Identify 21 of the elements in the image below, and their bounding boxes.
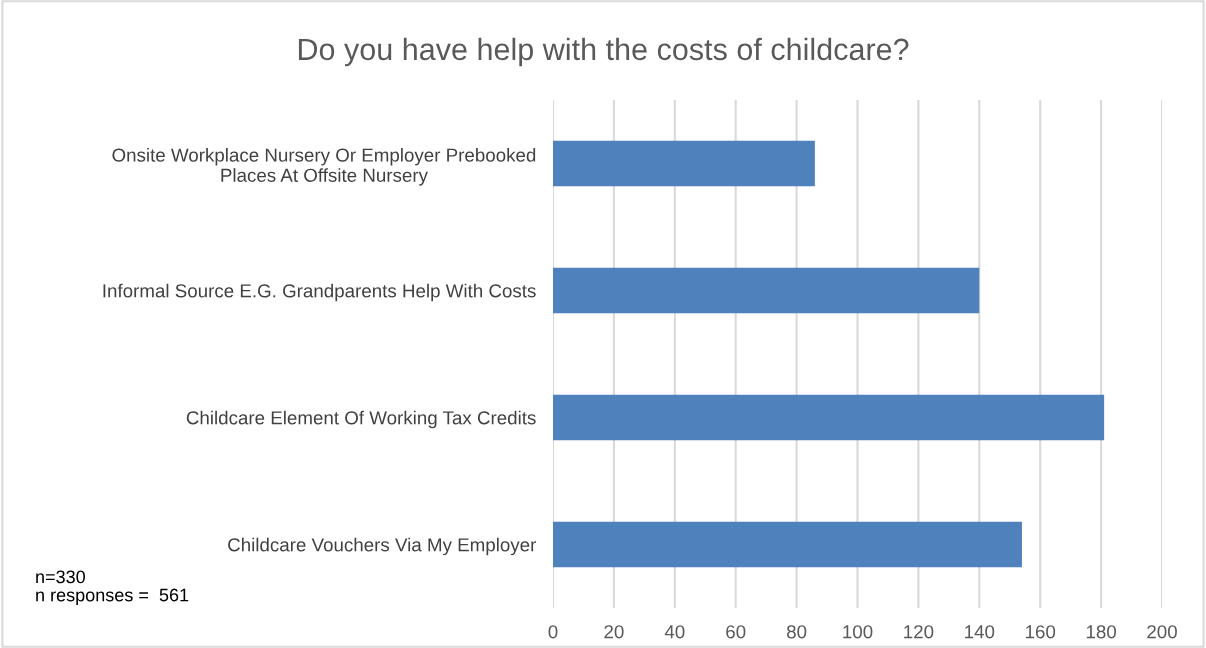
bar	[553, 140, 815, 187]
y-tick-label: Onsite Workplace Nursery Or Employer Prebooked Places At Offsite Nursery	[112, 147, 536, 186]
x-tick-label: 40	[664, 625, 685, 639]
y-tick-label: Childcare Vouchers Via My Employer	[228, 537, 537, 556]
x-tick-label: 100	[843, 625, 873, 639]
x-tick-label: 160	[1025, 625, 1056, 639]
x-tick-label: 120	[904, 625, 934, 639]
x-tick-label: 200	[1147, 625, 1177, 639]
y-tick-label: Informal Source E.G. Grandparents Help With Costs	[103, 283, 536, 302]
x-tick-label: 140	[965, 625, 995, 639]
x-tick-label: 80	[786, 625, 807, 639]
x-tick-label: 60	[726, 625, 746, 639]
y-tick-label: Childcare Element Of Working Tax Credits	[186, 410, 536, 429]
x-tick-label: 20	[604, 625, 624, 639]
bar	[553, 394, 1105, 441]
x-tick-label: 0	[548, 625, 558, 639]
chart-title: Do you have help with the costs of childcare?	[298, 37, 909, 67]
bar	[553, 521, 1022, 568]
text: n=330 n responses = 561	[36, 570, 189, 605]
bar	[553, 267, 980, 314]
x-tick-label: 180	[1086, 625, 1117, 639]
